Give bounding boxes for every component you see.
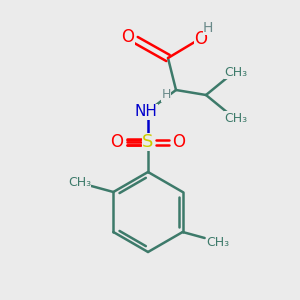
Text: O: O: [194, 30, 208, 48]
Text: O: O: [172, 133, 185, 151]
Text: H: H: [161, 88, 171, 101]
Text: CH₃: CH₃: [224, 65, 248, 79]
Text: NH: NH: [135, 104, 158, 119]
Text: CH₃: CH₃: [224, 112, 248, 124]
Text: H: H: [203, 21, 213, 35]
Text: CH₃: CH₃: [68, 176, 91, 188]
Text: O: O: [122, 28, 134, 46]
Text: CH₃: CH₃: [206, 236, 229, 248]
Text: S: S: [142, 133, 154, 151]
Text: O: O: [110, 133, 124, 151]
